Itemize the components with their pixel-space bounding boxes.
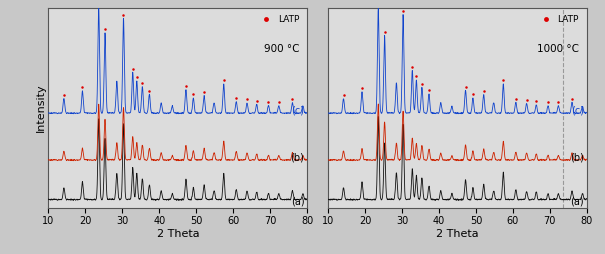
X-axis label: 2 Theta: 2 Theta (157, 229, 199, 239)
Text: (c): (c) (571, 105, 584, 115)
Text: (a): (a) (290, 197, 304, 207)
Text: 900 °C: 900 °C (264, 44, 299, 54)
Text: (b): (b) (570, 153, 584, 163)
Text: (c): (c) (292, 105, 304, 115)
Legend: LATP: LATP (257, 14, 300, 25)
Y-axis label: Intensity: Intensity (36, 84, 45, 132)
Text: (b): (b) (290, 153, 304, 163)
Legend: LATP: LATP (536, 14, 580, 25)
Text: 1000 °C: 1000 °C (537, 44, 579, 54)
X-axis label: 2 Theta: 2 Theta (436, 229, 479, 239)
Text: (a): (a) (571, 197, 584, 207)
